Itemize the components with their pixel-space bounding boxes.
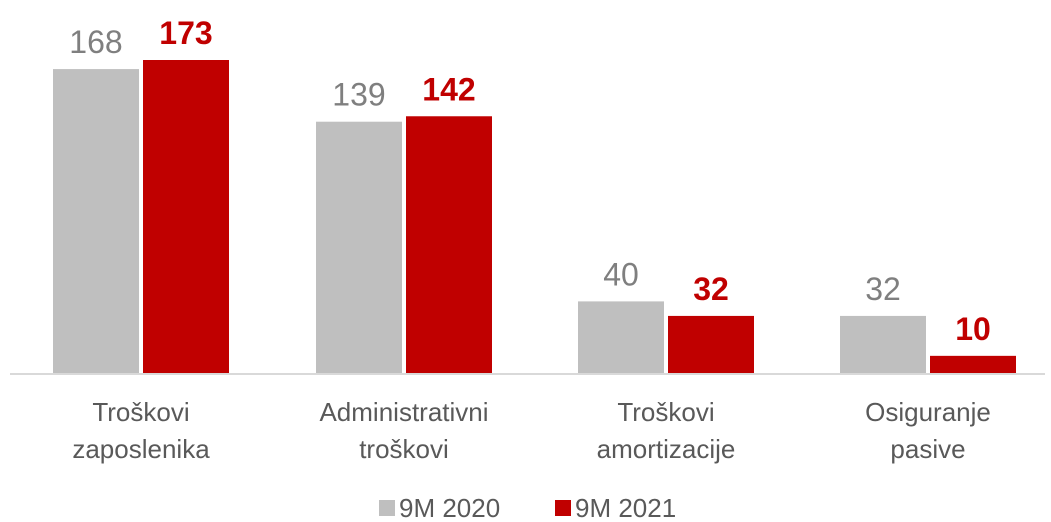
bar-9m-2021-3 xyxy=(930,355,1016,374)
legend: 9M 2020 9M 2021 xyxy=(379,493,676,522)
legend-swatch-9m-2021 xyxy=(555,500,571,516)
category-label-1-line-0: Administrativni xyxy=(319,397,488,427)
value-label-9m-2021-0: 173 xyxy=(159,15,212,51)
bar-9m-2021-2 xyxy=(668,315,754,374)
category-label-3-line-0: Osiguranje xyxy=(865,397,991,427)
bar-9m-2021-1 xyxy=(406,116,492,374)
bar-9m-2021-0 xyxy=(143,60,229,374)
bar-9m-2020-1 xyxy=(316,121,402,374)
value-label-9m-2021-2: 32 xyxy=(693,271,729,307)
value-labels-group: 168 173 139 142 40 32 32 10 xyxy=(69,15,990,347)
legend-label-9m-2021: 9M 2021 xyxy=(575,493,676,522)
value-label-9m-2020-3: 32 xyxy=(865,271,901,307)
category-label-0-line-1: zaposlenika xyxy=(72,434,210,464)
bars-group xyxy=(53,60,1016,375)
category-label-2-line-1: amortizacije xyxy=(597,434,736,464)
value-label-9m-2020-2: 40 xyxy=(603,256,639,292)
bar-9m-2020-0 xyxy=(53,69,139,375)
category-label-3-line-1: pasive xyxy=(890,434,965,464)
value-label-9m-2021-3: 10 xyxy=(955,311,991,347)
value-label-9m-2021-1: 142 xyxy=(422,71,475,107)
value-label-9m-2020-1: 139 xyxy=(332,77,385,113)
category-label-2-line-0: Troškovi xyxy=(617,397,714,427)
category-labels-group: Troškovi zaposlenika Administrativni troško… xyxy=(72,397,991,464)
category-label-0-line-0: Troškovi xyxy=(92,397,189,427)
bar-9m-2020-3 xyxy=(840,315,926,374)
category-label-1-line-1: troškovi xyxy=(359,434,449,464)
legend-swatch-9m-2020 xyxy=(379,500,395,516)
value-label-9m-2020-0: 168 xyxy=(69,24,122,60)
legend-label-9m-2020: 9M 2020 xyxy=(399,493,500,522)
bar-9m-2020-2 xyxy=(578,301,664,374)
